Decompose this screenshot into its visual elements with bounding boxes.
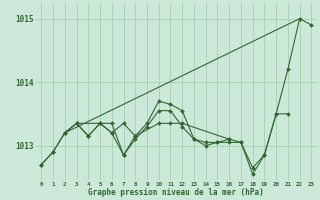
X-axis label: Graphe pression niveau de la mer (hPa): Graphe pression niveau de la mer (hPa) [88,188,264,197]
